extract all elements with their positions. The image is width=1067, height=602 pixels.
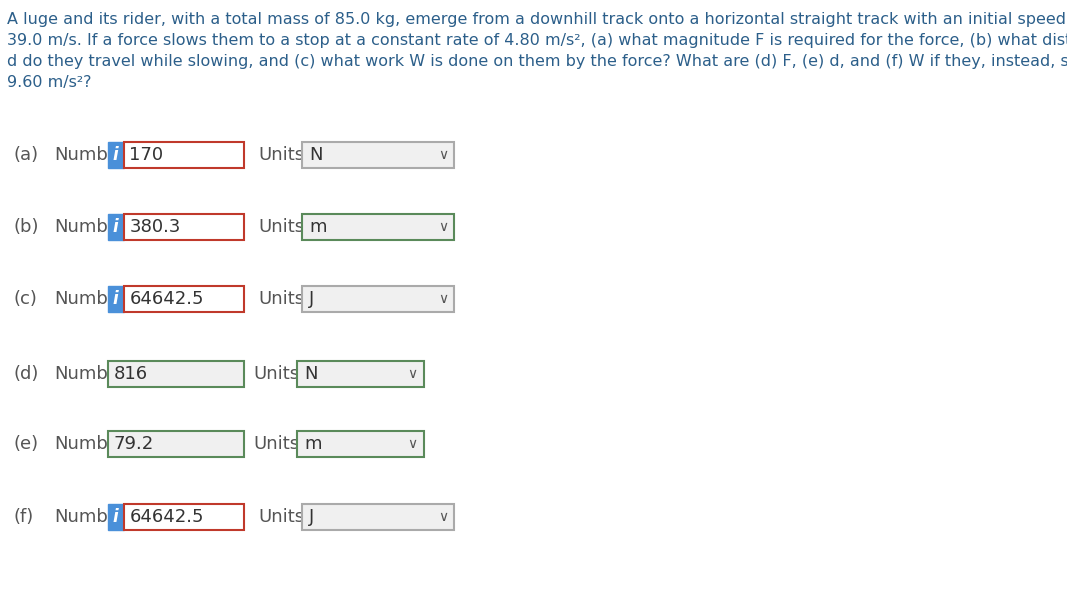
Text: i: i <box>113 146 118 164</box>
Text: i: i <box>113 508 118 526</box>
Text: ∨: ∨ <box>437 220 448 234</box>
Text: 170: 170 <box>129 146 163 164</box>
FancyBboxPatch shape <box>108 431 243 457</box>
Text: Units: Units <box>258 218 304 236</box>
Text: A luge and its rider, with a total mass of 85.0 kg, emerge from a downhill track: A luge and its rider, with a total mass … <box>7 12 1067 90</box>
Text: Number: Number <box>54 435 127 453</box>
Text: N: N <box>304 365 317 383</box>
Text: Number: Number <box>54 365 127 383</box>
FancyBboxPatch shape <box>302 214 455 240</box>
Text: (c): (c) <box>13 290 37 308</box>
FancyBboxPatch shape <box>302 286 455 312</box>
FancyBboxPatch shape <box>124 504 243 530</box>
Text: Number: Number <box>54 146 127 164</box>
FancyBboxPatch shape <box>108 142 124 168</box>
Text: 380.3: 380.3 <box>129 218 180 236</box>
Text: Units: Units <box>258 146 304 164</box>
Text: (a): (a) <box>13 146 38 164</box>
Text: Units: Units <box>258 508 304 526</box>
FancyBboxPatch shape <box>297 361 424 387</box>
FancyBboxPatch shape <box>297 431 424 457</box>
Text: 64642.5: 64642.5 <box>129 508 204 526</box>
Text: 79.2: 79.2 <box>113 435 154 453</box>
Text: Units: Units <box>253 435 299 453</box>
Text: m: m <box>309 218 327 236</box>
FancyBboxPatch shape <box>302 504 455 530</box>
FancyBboxPatch shape <box>302 142 455 168</box>
Text: Number: Number <box>54 290 127 308</box>
Text: J: J <box>309 508 315 526</box>
FancyBboxPatch shape <box>124 142 243 168</box>
Text: ∨: ∨ <box>437 148 448 162</box>
Text: m: m <box>304 435 321 453</box>
Text: Number: Number <box>54 218 127 236</box>
Text: (d): (d) <box>13 365 38 383</box>
Text: ∨: ∨ <box>437 510 448 524</box>
FancyBboxPatch shape <box>108 504 124 530</box>
Text: ∨: ∨ <box>437 292 448 306</box>
Text: ∨: ∨ <box>408 437 417 451</box>
Text: (e): (e) <box>13 435 38 453</box>
FancyBboxPatch shape <box>108 214 124 240</box>
Text: i: i <box>113 218 118 236</box>
Text: J: J <box>309 290 315 308</box>
FancyBboxPatch shape <box>124 286 243 312</box>
Text: (b): (b) <box>13 218 38 236</box>
Text: Units: Units <box>258 290 304 308</box>
FancyBboxPatch shape <box>124 214 243 240</box>
FancyBboxPatch shape <box>108 286 124 312</box>
FancyBboxPatch shape <box>108 361 243 387</box>
Text: 816: 816 <box>113 365 147 383</box>
Text: 64642.5: 64642.5 <box>129 290 204 308</box>
Text: ∨: ∨ <box>408 367 417 381</box>
Text: N: N <box>309 146 322 164</box>
Text: Units: Units <box>253 365 299 383</box>
Text: (f): (f) <box>13 508 33 526</box>
Text: i: i <box>113 290 118 308</box>
Text: Number: Number <box>54 508 127 526</box>
